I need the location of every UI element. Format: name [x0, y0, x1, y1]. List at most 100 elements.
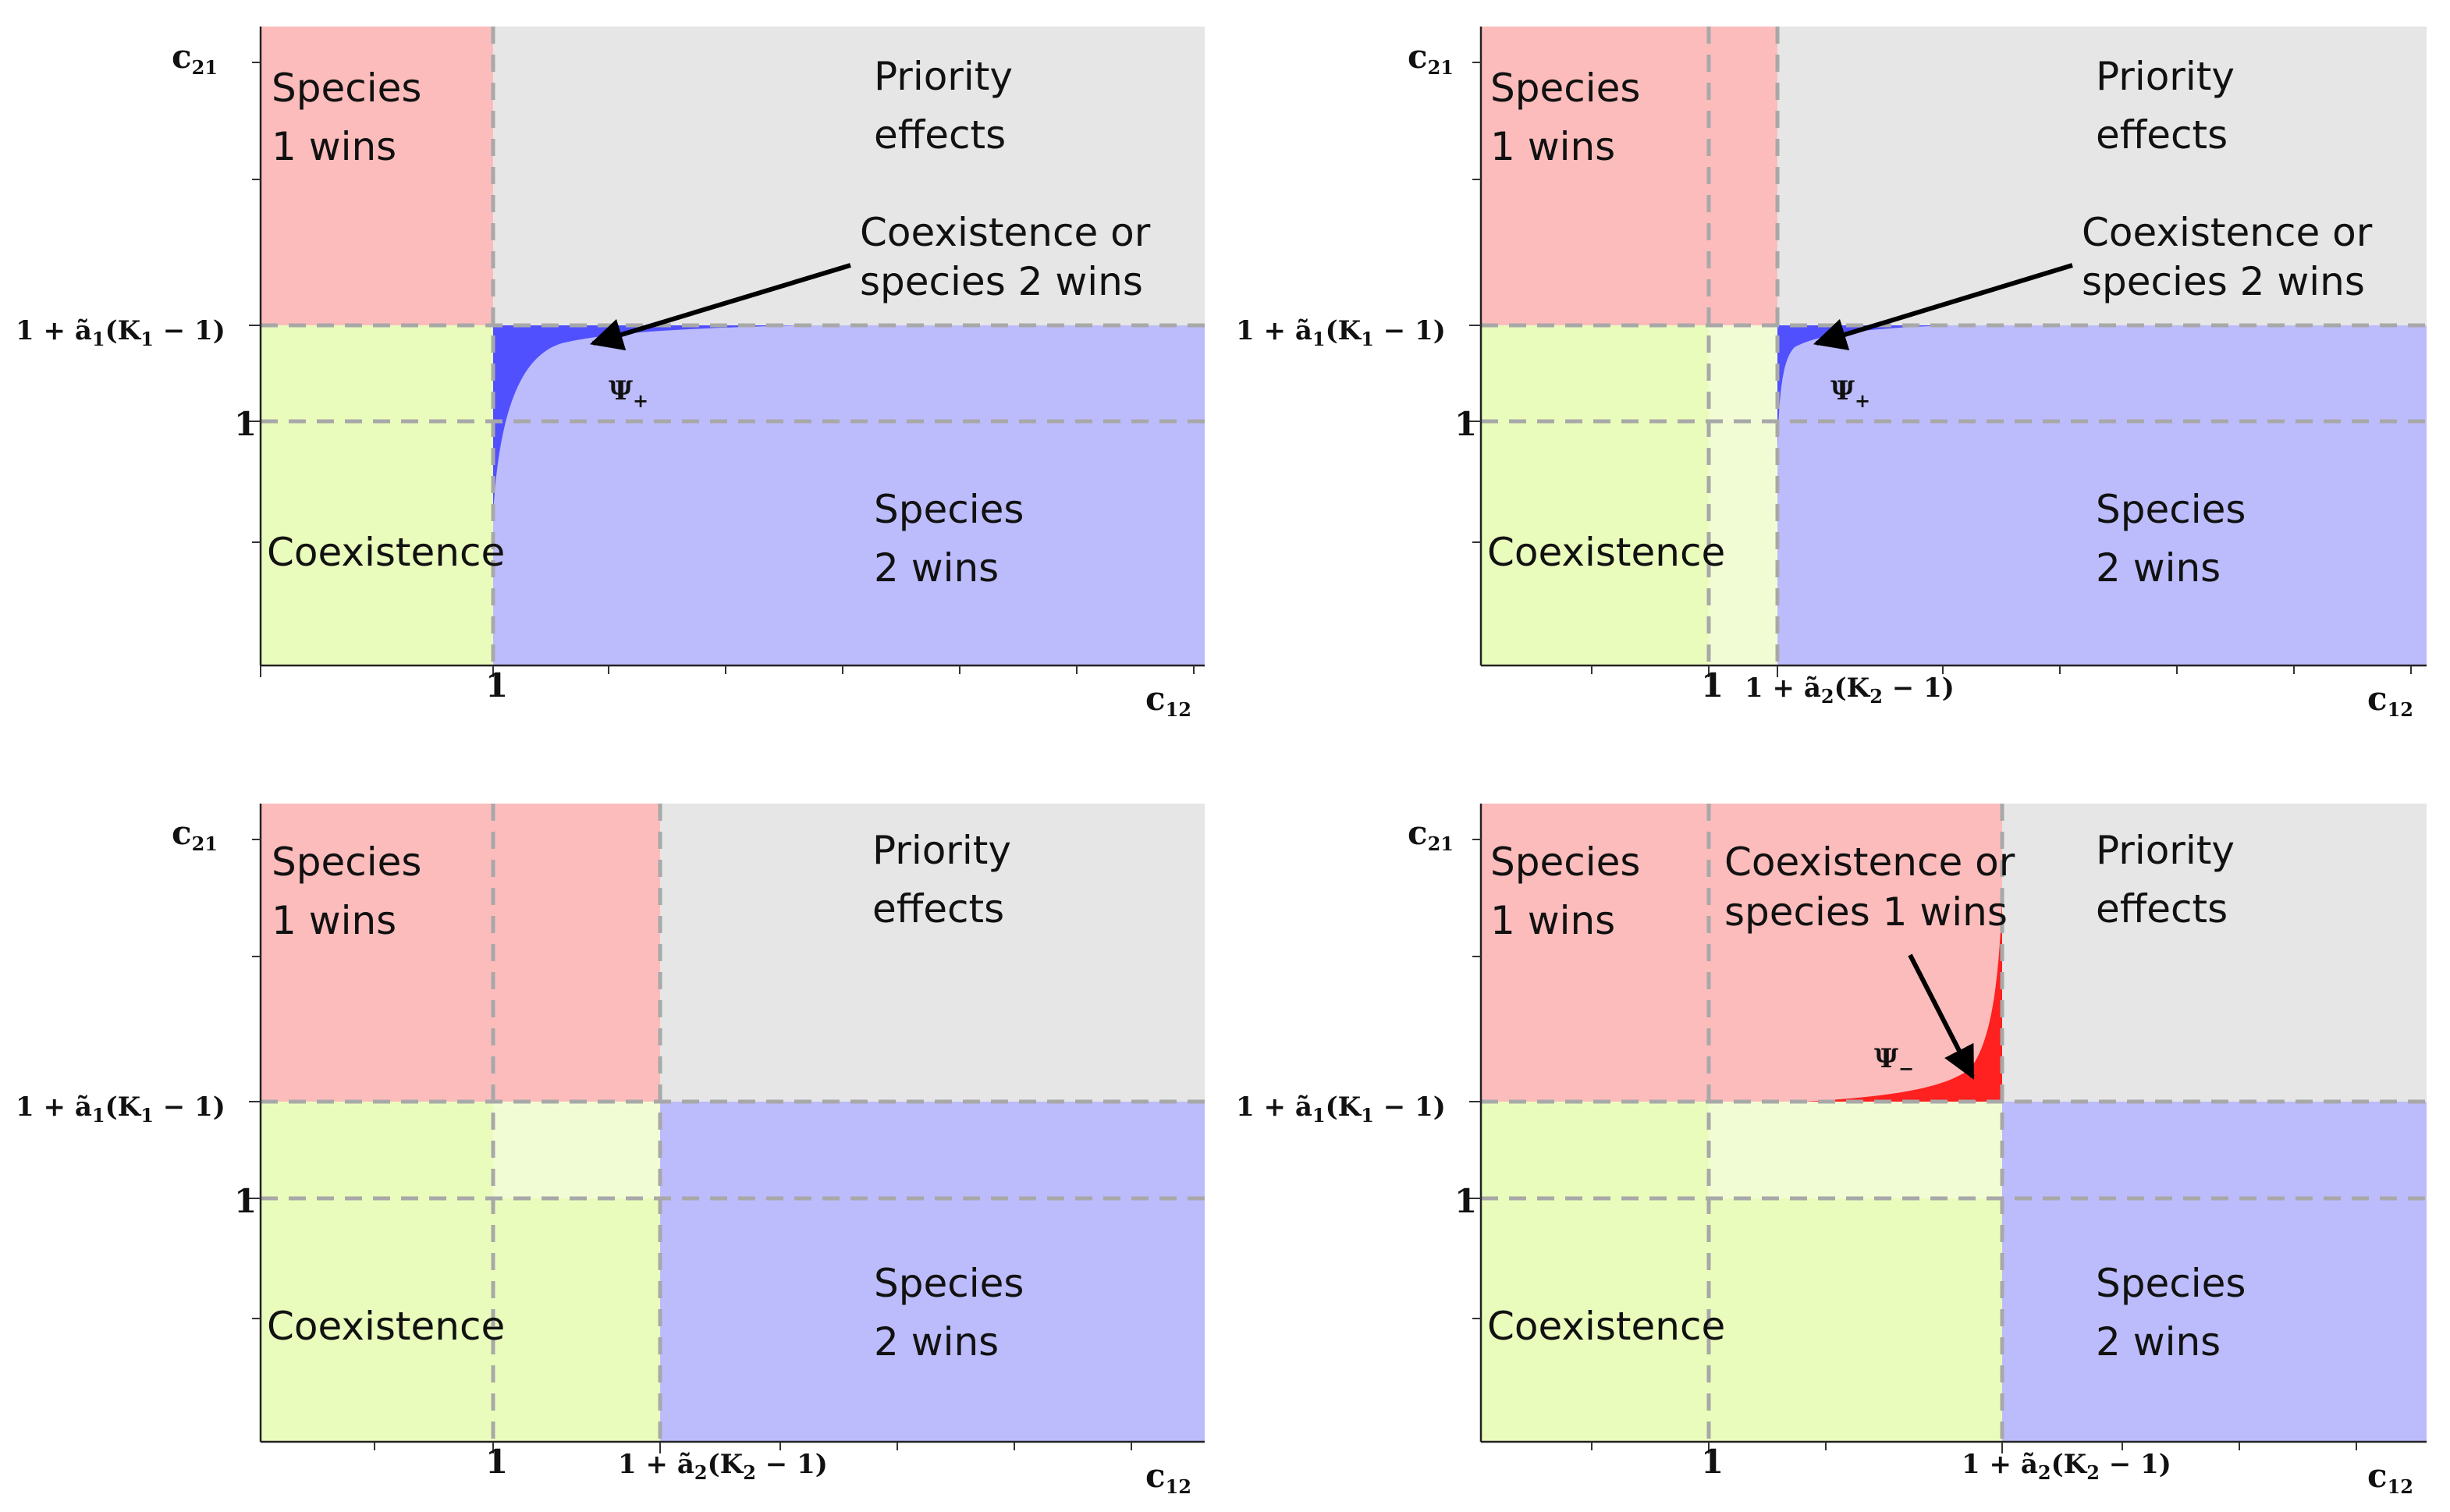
species2-label-l1: Species	[2096, 487, 2246, 532]
x-threshold-label: 1 + ã	[618, 1449, 694, 1480]
psi-plus-region	[493, 325, 804, 515]
y-threshold-sub2: 1	[1361, 328, 1374, 350]
region-coexistence-light	[1709, 325, 1777, 665]
x-threshold-post2: − 1)	[1883, 673, 1955, 704]
svg-text:1: 1	[234, 405, 257, 443]
svg-text:Coexistence or: Coexistence or	[860, 210, 1151, 255]
svg-text:species 1 wins: species 1 wins	[1724, 889, 2008, 935]
svg-text:1: 1	[1454, 405, 1477, 443]
priority-label-l2: effects	[2096, 112, 2228, 158]
svg-text:2 wins: 2 wins	[874, 545, 999, 591]
y-threshold-label: 1 + ã	[16, 1091, 92, 1123]
svg-text:Species: Species	[874, 487, 1024, 532]
annotation-arrow	[589, 263, 851, 351]
y-threshold-label: 1 + ã	[1236, 1091, 1312, 1123]
y-tick-one: 1	[1454, 1182, 1477, 1220]
y-threshold-post2: − 1)	[1374, 1091, 1446, 1123]
svg-text:c12: c12	[1145, 1457, 1191, 1498]
coex-or-s2-label-l1: Coexistence or	[2082, 210, 2373, 255]
svg-text:c12: c12	[2367, 1457, 2413, 1498]
species1-label-l2: 1 wins	[1490, 124, 1615, 169]
x-threshold-post: (K	[2051, 1449, 2088, 1480]
x-threshold-post2: − 1)	[2100, 1449, 2171, 1480]
x-axis-sub: 12	[2388, 1475, 2413, 1498]
species1-label-l2: 1 wins	[272, 124, 396, 169]
x-threshold-sub: 2	[2038, 1461, 2051, 1484]
x-axis-sub: 12	[2388, 698, 2413, 721]
x-tick-one: 1	[1701, 1443, 1724, 1481]
y-threshold-label: 1 + ã	[16, 315, 92, 346]
x-axis-label: c	[1145, 1457, 1166, 1495]
psi-plus-label: Ψ	[609, 375, 633, 406]
species1-label-l1: Species	[1490, 66, 1640, 111]
panel-bottom-right: Species 1 wins Priority effects Coexiste…	[1236, 804, 2427, 1498]
psi-plus-sub: +	[1855, 389, 1870, 412]
x-threshold-label: 1 + ã	[1962, 1449, 2038, 1480]
species1-label-l2: 1 wins	[1490, 898, 1615, 943]
svg-text:1 wins: 1 wins	[1490, 898, 1615, 943]
region-species1	[261, 804, 660, 1102]
y-axis-sub: 21	[1428, 832, 1454, 855]
ticks	[249, 62, 1195, 677]
svg-text:1: 1	[1454, 1182, 1477, 1220]
coexistence-label: Coexistence	[267, 530, 505, 575]
svg-text:Species: Species	[272, 839, 421, 885]
x-axis-label: c	[2367, 1457, 2388, 1495]
y-tick-one: 1	[234, 1182, 257, 1220]
y-threshold-post: (K	[1326, 1091, 1362, 1123]
svg-text:1 wins: 1 wins	[272, 898, 396, 943]
svg-text:Priority: Priority	[2096, 828, 2235, 873]
svg-text:c21: c21	[172, 37, 218, 79]
x-threshold-post: (K	[708, 1449, 744, 1480]
panel-top-left: Species 1 wins Priority effects Coexiste…	[16, 27, 1205, 721]
svg-text:c12: c12	[2367, 680, 2413, 721]
svg-text:Species: Species	[1490, 839, 1640, 885]
y-threshold-sub2: 1	[1361, 1104, 1374, 1127]
y-threshold-sub2: 1	[140, 328, 154, 350]
x-threshold-sub: 2	[694, 1461, 708, 1484]
y-threshold-sub: 1	[1312, 328, 1326, 350]
panel-bottom-left: Species 1 wins Priority effects Coexiste…	[16, 804, 1205, 1498]
priority-label-l1: Priority	[2096, 828, 2235, 873]
species2-label-l2: 2 wins	[2096, 545, 2221, 591]
svg-text:Species: Species	[1490, 66, 1640, 111]
svg-text:1: 1	[1701, 1443, 1724, 1481]
species1-label-l1: Species	[272, 66, 421, 111]
y-threshold-post2: − 1)	[1374, 315, 1446, 346]
y-tick-one: 1	[234, 405, 257, 443]
species2-label-l2: 2 wins	[2096, 1319, 2221, 1365]
y-threshold-sub: 1	[92, 328, 105, 350]
coex-or-s2-label-l1: Coexistence or	[860, 210, 1151, 255]
coex-or-s1-label-l2: species 1 wins	[1724, 889, 2008, 935]
x-axis-sub: 12	[1166, 1475, 1191, 1498]
region-priority	[660, 804, 1205, 1102]
region-species1	[1481, 27, 1777, 325]
y-threshold-sub: 1	[92, 1104, 105, 1127]
y-axis-label: c	[172, 814, 192, 852]
svg-text:species 2 wins: species 2 wins	[860, 259, 1143, 304]
y-axis-sub: 21	[192, 56, 218, 79]
priority-label-l2: effects	[2096, 886, 2228, 932]
x-tick-one: 1	[1701, 666, 1724, 705]
svg-text:1 + ã1(K1 − 1): 1 + ã1(K1 − 1)	[1236, 315, 1446, 350]
ticks	[249, 839, 1132, 1453]
region-priority	[2002, 804, 2427, 1102]
coexistence-label: Coexistence	[1487, 530, 1725, 575]
region-priority	[1777, 27, 2427, 325]
x-threshold-post: (K	[1834, 673, 1871, 704]
y-threshold-post: (K	[1326, 315, 1362, 346]
x-threshold-sub2: 2	[743, 1461, 756, 1484]
species1-label-l2: 1 wins	[272, 898, 396, 943]
species2-label-l2: 2 wins	[874, 545, 999, 591]
svg-text:Priority: Priority	[2096, 54, 2235, 99]
psi-minus-region	[1802, 897, 2002, 1102]
svg-text:Ψ−: Ψ−	[1874, 1043, 1914, 1080]
y-axis-label: c	[1408, 814, 1428, 852]
coex-or-s2-label-l2: species 2 wins	[2082, 259, 2365, 304]
y-threshold-sub2: 1	[140, 1104, 154, 1127]
species1-label-l1: Species	[272, 839, 421, 885]
priority-label-l1: Priority	[874, 54, 1013, 99]
svg-text:Coexistence: Coexistence	[267, 1304, 505, 1349]
svg-text:effects: effects	[2096, 886, 2228, 932]
